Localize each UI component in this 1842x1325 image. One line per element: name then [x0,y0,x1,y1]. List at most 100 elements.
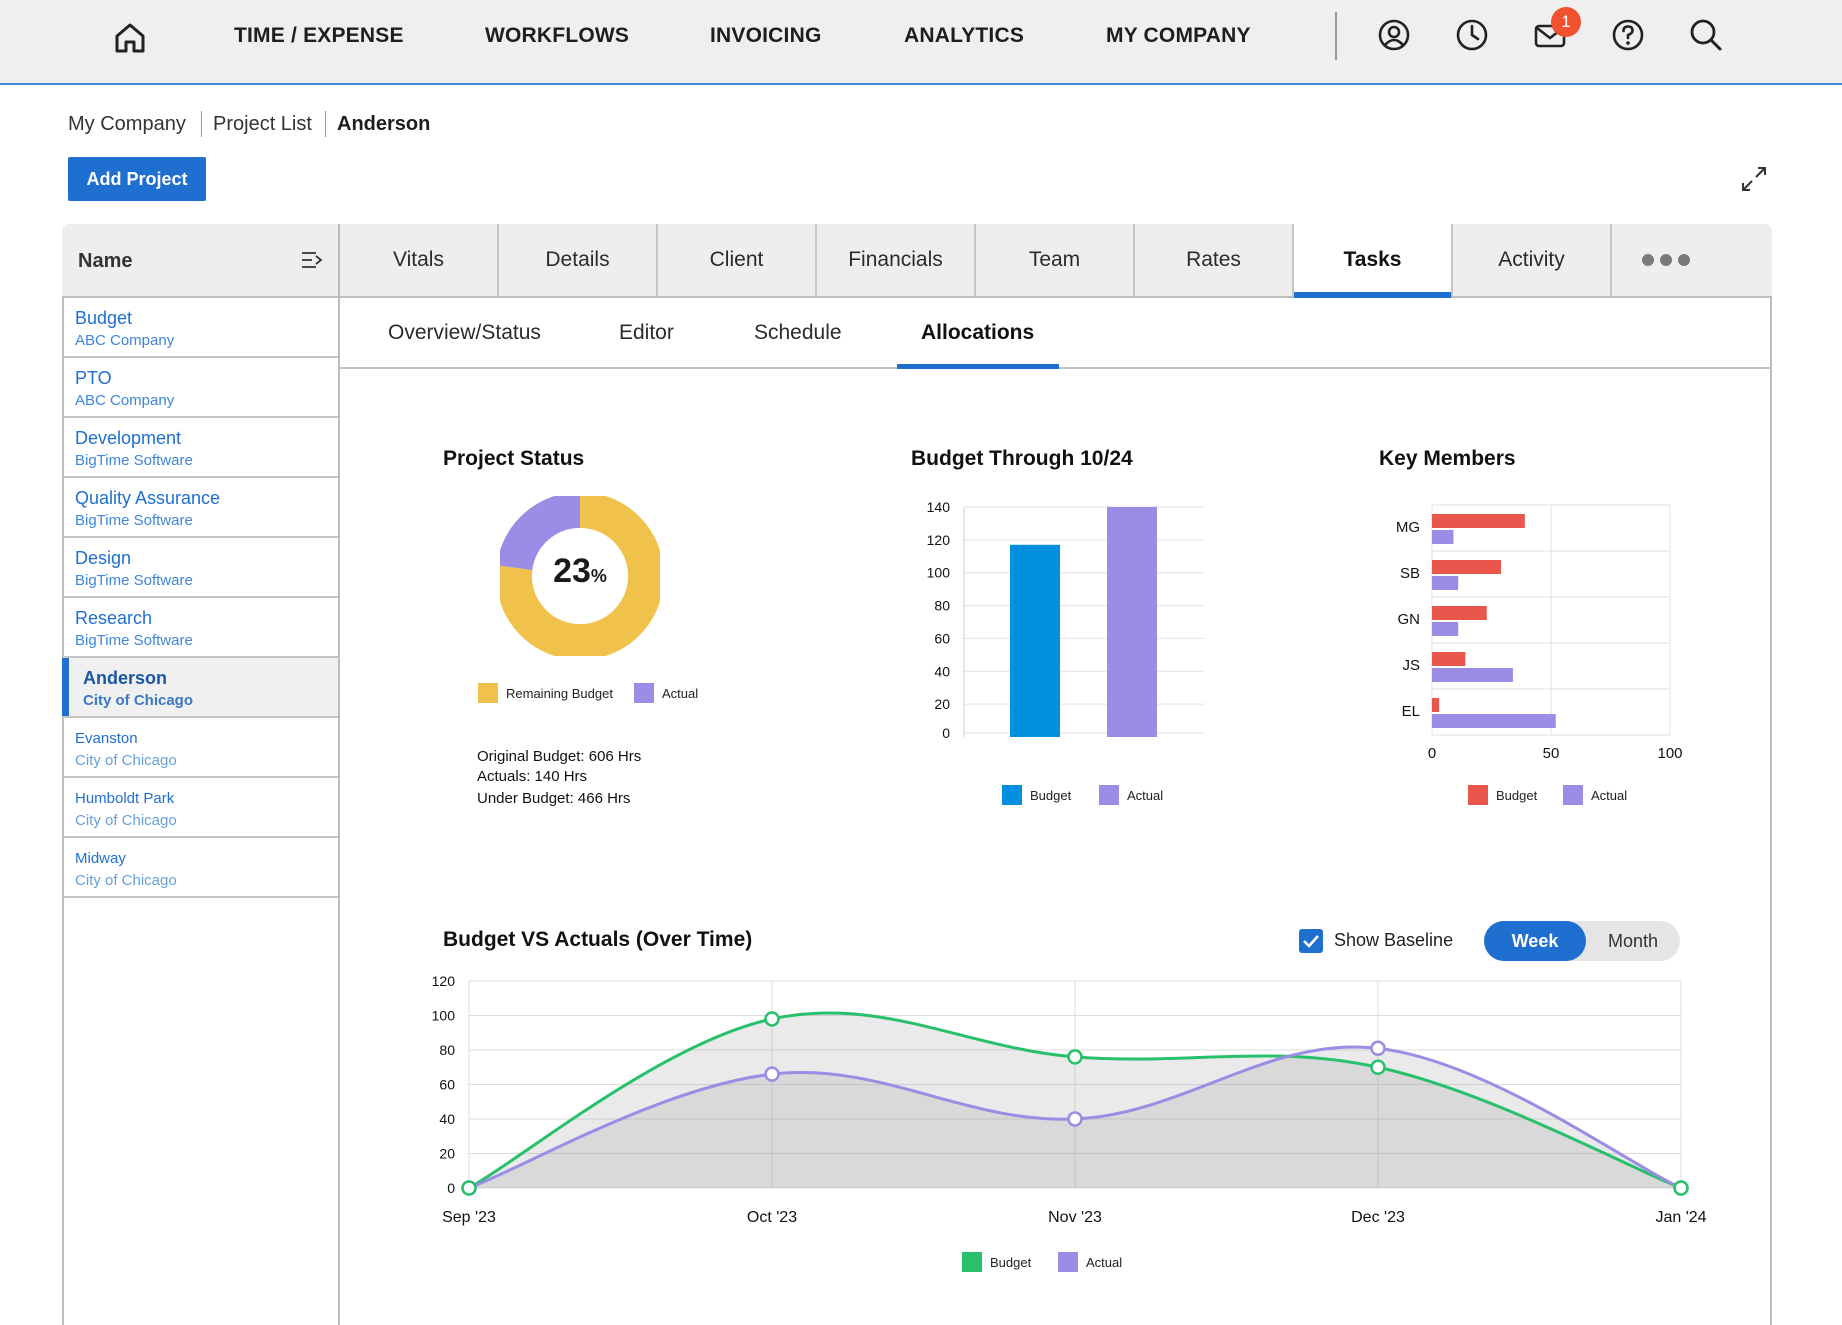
tab-tasks[interactable]: Tasks [1294,224,1453,298]
list-item[interactable]: PTO ABC Company [62,358,338,418]
x-tick-label: 50 [1543,745,1560,762]
y-tick-label: 140 [927,499,951,515]
legend-actual-label: Actual [1127,788,1164,803]
clock-icon[interactable] [1454,17,1490,53]
home-icon[interactable] [110,18,150,58]
project-status-title: Project Status [443,447,585,470]
tab-financials[interactable]: Financials [817,224,976,296]
tab-team[interactable]: Team [976,224,1135,296]
list-item[interactable]: Design BigTime Software [62,538,338,598]
mail-badge: 1 [1551,7,1581,37]
x-tick-label: 100 [1657,745,1682,762]
subtab-overview-status[interactable]: Overview/Status [388,321,541,344]
subtab-schedule[interactable]: Schedule [754,321,842,344]
legend-actual-label: Actual [1591,788,1628,803]
legend-actual-label: Actual [662,686,699,701]
bar-budget-gn [1432,606,1487,620]
actuals-text: Actuals: 140 Hrs [477,768,588,785]
tab-activity[interactable]: Activity [1453,224,1612,296]
nav-item-workflows[interactable]: WORKFLOWS [485,24,630,47]
percent-readout: 23% [500,552,660,591]
tab-client[interactable]: Client [658,224,817,296]
project-name: Design [75,548,132,568]
legend-actual-label: Actual [1086,1255,1123,1270]
legend-budget-label: Budget [1496,788,1538,803]
breadcrumb-project-list[interactable]: Project List [213,113,312,135]
project-name: Midway [75,850,126,867]
budget-chart-title: Budget Through 10/24 [911,447,1133,470]
list-item[interactable]: Research BigTime Software [62,598,338,658]
y-tick-label: 0 [447,1180,455,1196]
legend-actual: Actual [634,683,698,703]
add-project-button[interactable]: Add Project [68,157,206,201]
user-icon[interactable] [1376,17,1412,53]
project-status-donut [500,496,660,656]
member-label: JS [1402,657,1420,674]
show-baseline-checkbox[interactable] [1299,929,1323,953]
x-tick-label: Nov '23 [1048,1209,1102,1226]
nav-item-analytics[interactable]: ANALYTICS [904,24,1025,47]
bar-budget [1010,544,1060,737]
nav-item-time-expense[interactable]: TIME / EXPENSE [234,24,404,47]
swatch-actual [1058,1252,1078,1272]
tab-details[interactable]: Details [499,224,658,296]
y-tick-label: 40 [934,663,950,679]
point-budget [1370,1059,1386,1075]
swatch-budget [962,1252,982,1272]
point-actual [1067,1111,1083,1127]
more-tabs-icon[interactable] [1610,252,1710,268]
project-client: City of Chicago [75,872,177,889]
list-item[interactable]: Midway City of Chicago [62,838,338,898]
week-toggle-button[interactable]: Week [1484,921,1586,961]
member-label: MG [1396,519,1420,536]
tab-vitals[interactable]: Vitals [340,224,499,296]
y-tick-label: 60 [934,630,950,646]
subtab-allocations[interactable]: Allocations [921,321,1035,344]
donut-slice-actual [500,496,581,571]
breadcrumb-separator [201,111,202,137]
help-icon[interactable] [1610,17,1646,53]
tab-rates[interactable]: Rates [1135,224,1294,296]
expand-icon[interactable] [1740,165,1768,193]
checkmark-icon [1303,935,1319,948]
nav-item-invoicing[interactable]: INVOICING [710,24,822,47]
project-name: Quality Assurance [75,488,221,508]
bar-budget-mg [1432,514,1525,528]
bar-actual-sb [1432,576,1459,590]
project-client: City of Chicago [75,812,177,829]
list-item[interactable]: Evanston City of Chicago [62,718,338,778]
y-tick-label: 120 [432,973,456,989]
tab-bar: Activity Tasks Rates Team Financials Client De… [340,224,1772,298]
list-item[interactable]: Development BigTime Software [62,418,338,478]
y-tick-label: 20 [439,1146,455,1162]
list-item[interactable]: Quality Assurance BigTime Software [62,478,338,538]
month-toggle-button[interactable]: Month [1607,931,1659,951]
project-client: BigTime Software [75,572,193,589]
search-icon[interactable] [1688,17,1724,53]
collapse-list-icon[interactable] [300,248,324,272]
member-label: EL [1402,703,1420,720]
project-client: City of Chicago [83,692,194,709]
point-actual [1370,1040,1386,1057]
swatch-actual [1563,785,1583,805]
breadcrumb-my-company[interactable]: My Company [68,113,186,135]
breadcrumb-separator [325,111,326,137]
bar-budget-js [1432,652,1466,666]
list-item[interactable]: Budget ABC Company [62,298,338,358]
breadcrumb-current: Anderson [337,113,431,135]
bar-budget-el [1432,698,1440,712]
list-item[interactable]: Humboldt Park City of Chicago [62,778,338,838]
percent-sign: % [590,566,607,586]
point-budget [1067,1049,1083,1065]
project-client: City of Chicago [75,752,177,769]
list-item[interactable]: Anderson City of Chicago [62,658,338,718]
legend-budget-label: Budget [1030,788,1072,803]
legend-actual: Actual [1563,785,1627,805]
legend-budget-label: Budget [990,1255,1032,1270]
legend-actual: Actual [1099,785,1163,805]
y-tick-label: 0 [942,725,950,741]
x-tick-label: Sep '23 [442,1209,496,1226]
nav-item-my-company[interactable]: MY COMPANY [1106,24,1251,47]
subtab-editor[interactable]: Editor [619,321,674,344]
subtab-active-underline [897,364,1059,369]
